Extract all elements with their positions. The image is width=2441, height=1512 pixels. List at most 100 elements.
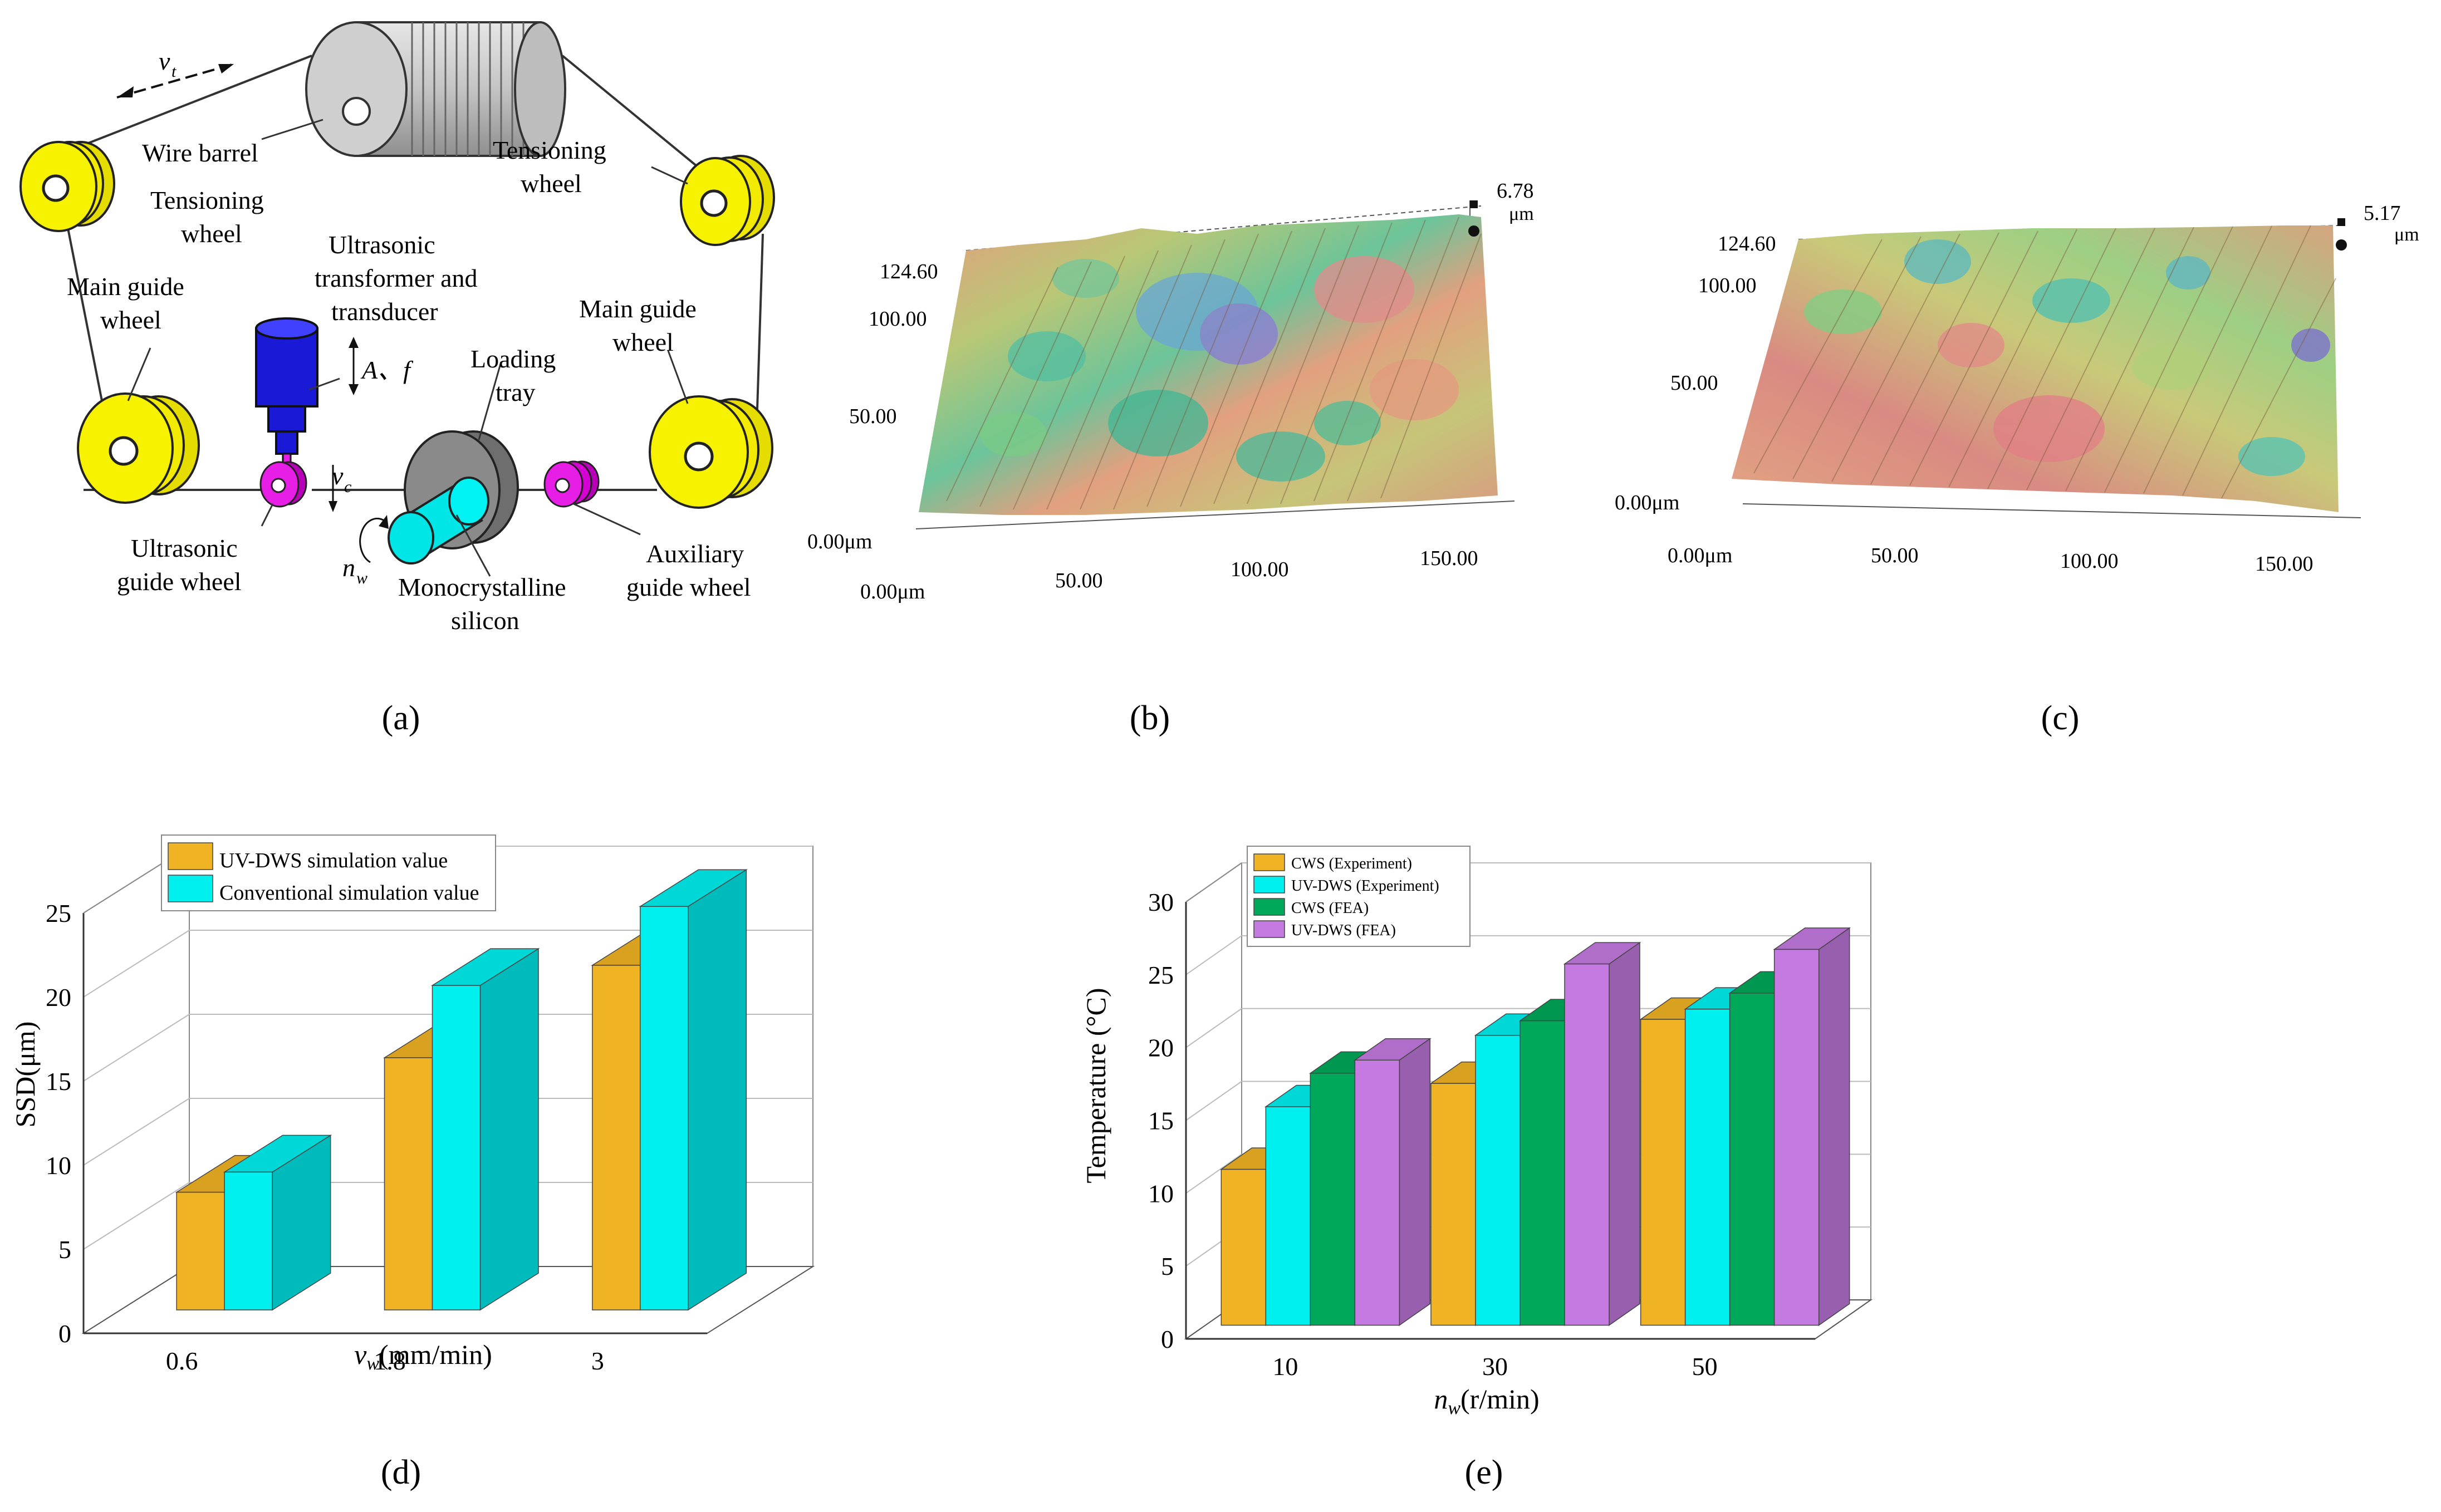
velocity-subscript: t bbox=[171, 62, 177, 81]
legend-label: CWS (Experiment) bbox=[1291, 855, 1412, 872]
silicon-line2: silicon bbox=[451, 606, 519, 635]
x-tick-label: 50 bbox=[1692, 1352, 1718, 1381]
legend-label: CWS (FEA) bbox=[1291, 900, 1369, 917]
legend-label: Conventional simulation value bbox=[219, 881, 479, 905]
bar-side bbox=[479, 948, 539, 1311]
velocity-label: v bbox=[159, 47, 170, 75]
z-unit: μm bbox=[1509, 204, 1534, 224]
gridline-side bbox=[83, 1182, 190, 1250]
gridline-side bbox=[1185, 935, 1242, 975]
legend-label: UV-DWS simulation value bbox=[219, 849, 448, 872]
z-max-value: 5.17 bbox=[2364, 202, 2401, 225]
saw-wire bbox=[55, 55, 764, 491]
gridline-side bbox=[1185, 1008, 1242, 1048]
bar-front bbox=[432, 985, 481, 1310]
y-tick-label: 0 bbox=[1161, 1325, 1174, 1353]
surface-features bbox=[980, 256, 1459, 482]
gridline-side bbox=[83, 930, 190, 998]
chart-temperature: 0 5 10 15 20 25 30 10 30 50 CWS (Experiment) UV-DW… bbox=[1080, 846, 1873, 1491]
bar-front bbox=[1684, 1008, 1731, 1326]
legend-swatch bbox=[168, 875, 213, 902]
tensioning-wheel-right bbox=[651, 155, 775, 246]
bar-side bbox=[688, 868, 747, 1311]
legend-label: UV-DWS (Experiment) bbox=[1291, 877, 1439, 895]
surface-texture bbox=[946, 217, 1482, 510]
legend-swatch bbox=[1253, 898, 1285, 916]
auxiliary-guide-wheel bbox=[543, 460, 641, 536]
x-tick-label: 30 bbox=[1482, 1352, 1508, 1381]
legend-swatch bbox=[168, 842, 213, 870]
x-tick-0: 0.00μm bbox=[860, 580, 925, 603]
cut-speed-label: v bbox=[332, 462, 344, 490]
x-tick-label: 10 bbox=[1272, 1352, 1298, 1381]
legend-swatch bbox=[1253, 853, 1285, 871]
x-axis-label-sub: w bbox=[1448, 1398, 1460, 1418]
y-tick-label: 15 bbox=[1148, 1107, 1174, 1135]
bar-side bbox=[1399, 1038, 1431, 1326]
surface-plot-panel-b: 6.78 μm 124.60 100.00 50.00 0.00μm 0.00μ… bbox=[807, 179, 1534, 737]
bar-front bbox=[224, 1171, 273, 1310]
ultrasonic-guide-wheel bbox=[259, 461, 307, 527]
y-tick-50: 50.00 bbox=[849, 405, 897, 428]
x-axis-label-main: n bbox=[1434, 1383, 1448, 1415]
y-tick-124: 124.60 bbox=[1718, 232, 1776, 256]
main-guide-left-line2: wheel bbox=[100, 306, 161, 334]
main-guide-right-line2: wheel bbox=[612, 328, 674, 356]
bar-side bbox=[1609, 941, 1640, 1326]
main-guide-left-line1: Main guide bbox=[67, 272, 184, 301]
loading-tray-line1: Loading bbox=[470, 345, 556, 373]
bar-front bbox=[1430, 1083, 1476, 1326]
tensioning-left-line1: Tensioning bbox=[150, 186, 264, 214]
bar-uv-dws-fea--10 bbox=[1353, 1038, 1432, 1326]
vibration-arrow bbox=[349, 337, 359, 395]
x-tick-0: 0.00μm bbox=[1668, 544, 1732, 567]
y-tick-0: 0.00μm bbox=[1615, 491, 1679, 514]
x-tick-50: 50.00 bbox=[1055, 569, 1103, 592]
bar-front bbox=[640, 906, 689, 1310]
transducer-line1: Ultrasonic bbox=[329, 230, 435, 259]
bar-uv-dws-fea--50 bbox=[1773, 927, 1851, 1326]
gridline-side bbox=[83, 1014, 190, 1082]
y-tick-50: 50.00 bbox=[1670, 371, 1718, 395]
ultrasonic-guide-line1: Ultrasonic bbox=[131, 534, 238, 562]
ultrasonic-transducer bbox=[255, 317, 340, 477]
velocity-arrow: v t bbox=[116, 47, 234, 99]
caption-c: (c) bbox=[2041, 699, 2080, 737]
auxiliary-guide-line1: Auxiliary bbox=[646, 539, 744, 568]
x-tick-label: 1.8 bbox=[374, 1347, 406, 1375]
topography-surface bbox=[1732, 225, 2339, 512]
z-max-marker bbox=[2336, 218, 2347, 251]
x-tick-150: 150.00 bbox=[1420, 547, 1478, 570]
bar-front bbox=[176, 1191, 225, 1310]
y-tick-label: 25 bbox=[46, 899, 71, 927]
bar-front bbox=[1265, 1106, 1311, 1326]
x-axis-label: vw(mm/min) bbox=[354, 1339, 492, 1374]
caption-b: (b) bbox=[1130, 699, 1170, 737]
z-max-marker bbox=[1468, 200, 1479, 237]
bar-front bbox=[592, 965, 641, 1310]
bar-front bbox=[384, 1057, 433, 1310]
x-tick-label: 3 bbox=[591, 1347, 604, 1375]
loading-tray-line2: tray bbox=[496, 378, 536, 406]
monocrystalline-silicon bbox=[388, 477, 491, 577]
frame-edge bbox=[1185, 862, 1242, 902]
x-axis-label-unit: (mm/min) bbox=[379, 1339, 492, 1370]
rotation-subscript: w bbox=[356, 569, 367, 587]
tensioning-right-line1: Tensioning bbox=[493, 136, 606, 164]
caption-e: (e) bbox=[1465, 1454, 1503, 1491]
y-tick-label: 0 bbox=[58, 1319, 71, 1348]
tensioning-right-line2: wheel bbox=[521, 169, 582, 198]
y-tick-label: 30 bbox=[1148, 888, 1174, 916]
x-tick-150: 150.00 bbox=[2255, 552, 2313, 576]
cut-speed-arrow bbox=[329, 465, 337, 512]
chart-bars bbox=[1219, 927, 1851, 1326]
x-axis-label-unit: (r/min) bbox=[1460, 1383, 1540, 1415]
y-tick-0: 0.00μm bbox=[807, 530, 872, 553]
chart-legend: CWS (Experiment) UV-DWS (Experiment) CWS (… bbox=[1247, 846, 1471, 947]
transducer-line3: transducer bbox=[331, 297, 438, 326]
bar-front bbox=[1475, 1035, 1521, 1326]
bar-uv-dws-fea--30 bbox=[1563, 941, 1641, 1326]
legend-swatch bbox=[1253, 920, 1285, 938]
bar-conventional-simulation-value-1.8 bbox=[430, 948, 540, 1311]
